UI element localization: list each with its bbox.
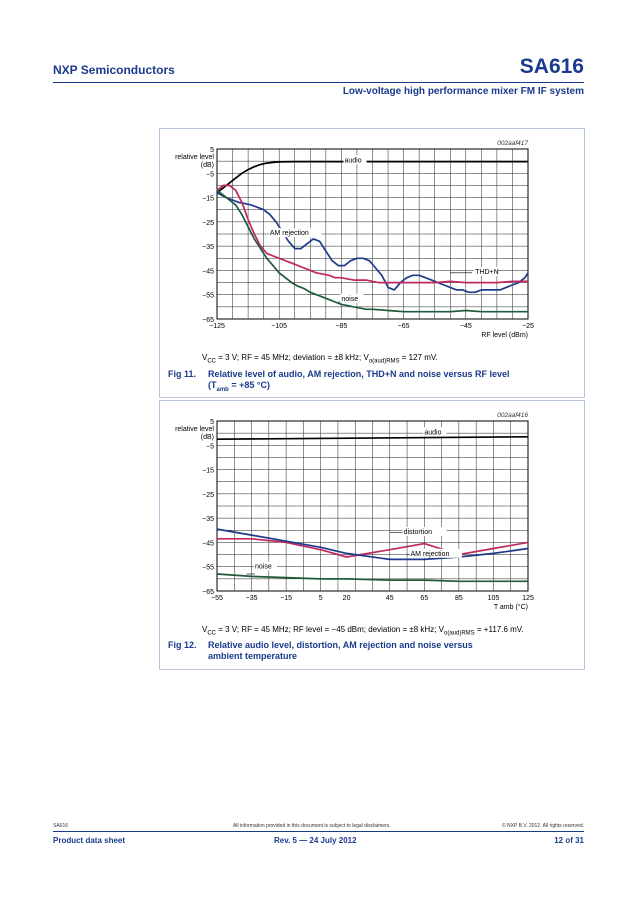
fig12-annotation-noise: noise xyxy=(255,564,272,571)
fig12-annotation-am-rejection: AM rejection xyxy=(411,551,450,558)
fig11-annotation-am-rejection: AM rejection xyxy=(270,230,309,237)
fig12-ytick-label: −55 xyxy=(202,565,214,572)
fig11-ylabel: relative level xyxy=(175,154,214,161)
fig11-xtick-label: −25 xyxy=(522,323,534,330)
fig11-ytick-label: −35 xyxy=(202,244,214,251)
fig11-ytick-label: 5 xyxy=(210,147,214,154)
fig11-caption-number: Fig 11. xyxy=(168,369,208,380)
fig12-ytick-label: −25 xyxy=(202,492,214,499)
fig11-ytick-label: −15 xyxy=(202,196,214,203)
fig12-ytick-label: 5 xyxy=(210,419,214,426)
fig11-xtick-label: −85 xyxy=(335,323,347,330)
fig11-xtick-label: −105 xyxy=(271,323,287,330)
fig12-ytick-label: −5 xyxy=(206,443,214,450)
document-subtitle: Low-voltage high performance mixer FM IF… xyxy=(343,86,584,97)
fig12-xtick-label: −35 xyxy=(246,595,258,602)
footer-revision: Rev. 5 — 24 July 2012 xyxy=(274,836,357,845)
fig12-caption-number: Fig 12. xyxy=(168,640,208,651)
fig12-xtick-label: 5 xyxy=(319,595,323,602)
fig12-xlabel: T amb (°C) xyxy=(494,603,528,611)
fig11-figure-code: 002aaf417 xyxy=(497,140,528,147)
fig12-annotation-distortion: distortion xyxy=(404,529,433,536)
fig11-xtick-label: −65 xyxy=(398,323,410,330)
fig11-xlabel: RF level (dBm) xyxy=(481,332,528,339)
fig12-xtick-label: 45 xyxy=(386,595,394,602)
fig11-xtick-label: −45 xyxy=(460,323,472,330)
fig12-xtick-label: 105 xyxy=(488,595,500,602)
fig12-series-audio xyxy=(217,437,528,439)
footer-doc-type: Product data sheet xyxy=(53,836,125,845)
fig11-annotation-thd-n: THD+N xyxy=(475,269,499,276)
fig12-ylabel: (dB) xyxy=(201,434,214,441)
product-name: SA616 xyxy=(520,55,584,79)
figure-12: 5 −5 −15 −25 −35 −45 −55 −65 −55 −35 −15 5 20 45 65 85 1… xyxy=(159,400,585,670)
fig12-ylabel: relative level xyxy=(175,426,214,433)
fig12-xtick-label: −55 xyxy=(211,595,223,602)
footer-copyright: © NXP B.V. 2012. All rights reserved. xyxy=(502,823,584,829)
fig12-xtick-label: 65 xyxy=(420,595,428,602)
fig11-conditions: VCC = 3 V; RF = 45 MHz; deviation = ±8 k… xyxy=(202,353,438,365)
footer-page: 12 of 31 xyxy=(554,836,584,845)
footer-rule xyxy=(53,831,584,832)
fig12-caption: Fig 12. Relative audio level, distortion… xyxy=(168,640,568,651)
fig12-caption-text: Relative audio level, distortion, AM rej… xyxy=(208,640,568,662)
fig11-annotation-noise: noise xyxy=(341,296,358,303)
fig11-ytick-label: −5 xyxy=(206,171,214,178)
fig11-annotation-audio: audio xyxy=(345,157,362,164)
footer-doc-id: SA616 xyxy=(53,823,68,829)
fig11-ylabel: (dB) xyxy=(201,162,214,169)
fig12-ytick-label: −45 xyxy=(202,540,214,547)
fig12-xtick-label: 125 xyxy=(522,595,534,602)
header-rule xyxy=(53,82,584,83)
footer-disclaimer: All information provided in this documen… xyxy=(233,823,391,829)
fig11-xtick-label: −125 xyxy=(209,323,225,330)
fig12-annotation-audio: audio xyxy=(424,429,441,436)
fig11-caption-text: Relative level of audio, AM rejection, T… xyxy=(208,369,568,396)
fig12-xtick-label: 20 xyxy=(343,595,351,602)
chart-fig12: 5−5−15−25−35−45−55−65−55 −35 −15 5 20 45 65 85 1… xyxy=(160,401,584,623)
fig12-figure-code: 002aaf416 xyxy=(497,412,528,419)
figure-11: 5 −5 −15 −25 −35 −45 −55 −65 −125 −105 −85 −65 −45 −2… xyxy=(159,128,585,398)
fig11-ytick-label: −25 xyxy=(202,220,214,227)
fig12-conditions: VCC = 3 V; RF = 45 MHz; RF level = −45 d… xyxy=(202,625,524,637)
company-name: NXP Semiconductors xyxy=(53,63,175,77)
fig12-ytick-label: −15 xyxy=(202,468,214,475)
fig11-ytick-label: −45 xyxy=(202,268,214,275)
fig11-grid xyxy=(217,149,528,319)
fig12-xtick-label: −15 xyxy=(280,595,292,602)
chart-fig11: 5−5−15−25−35−45−55−65−125 −105 −85 −65 −45 −2… xyxy=(160,129,584,351)
fig11-caption: Fig 11. Relative level of audio, AM reje… xyxy=(168,369,568,380)
fig12-ytick-label: −35 xyxy=(202,516,214,523)
fig12-xtick-label: 85 xyxy=(455,595,463,602)
fig11-ytick-label: −55 xyxy=(202,293,214,300)
